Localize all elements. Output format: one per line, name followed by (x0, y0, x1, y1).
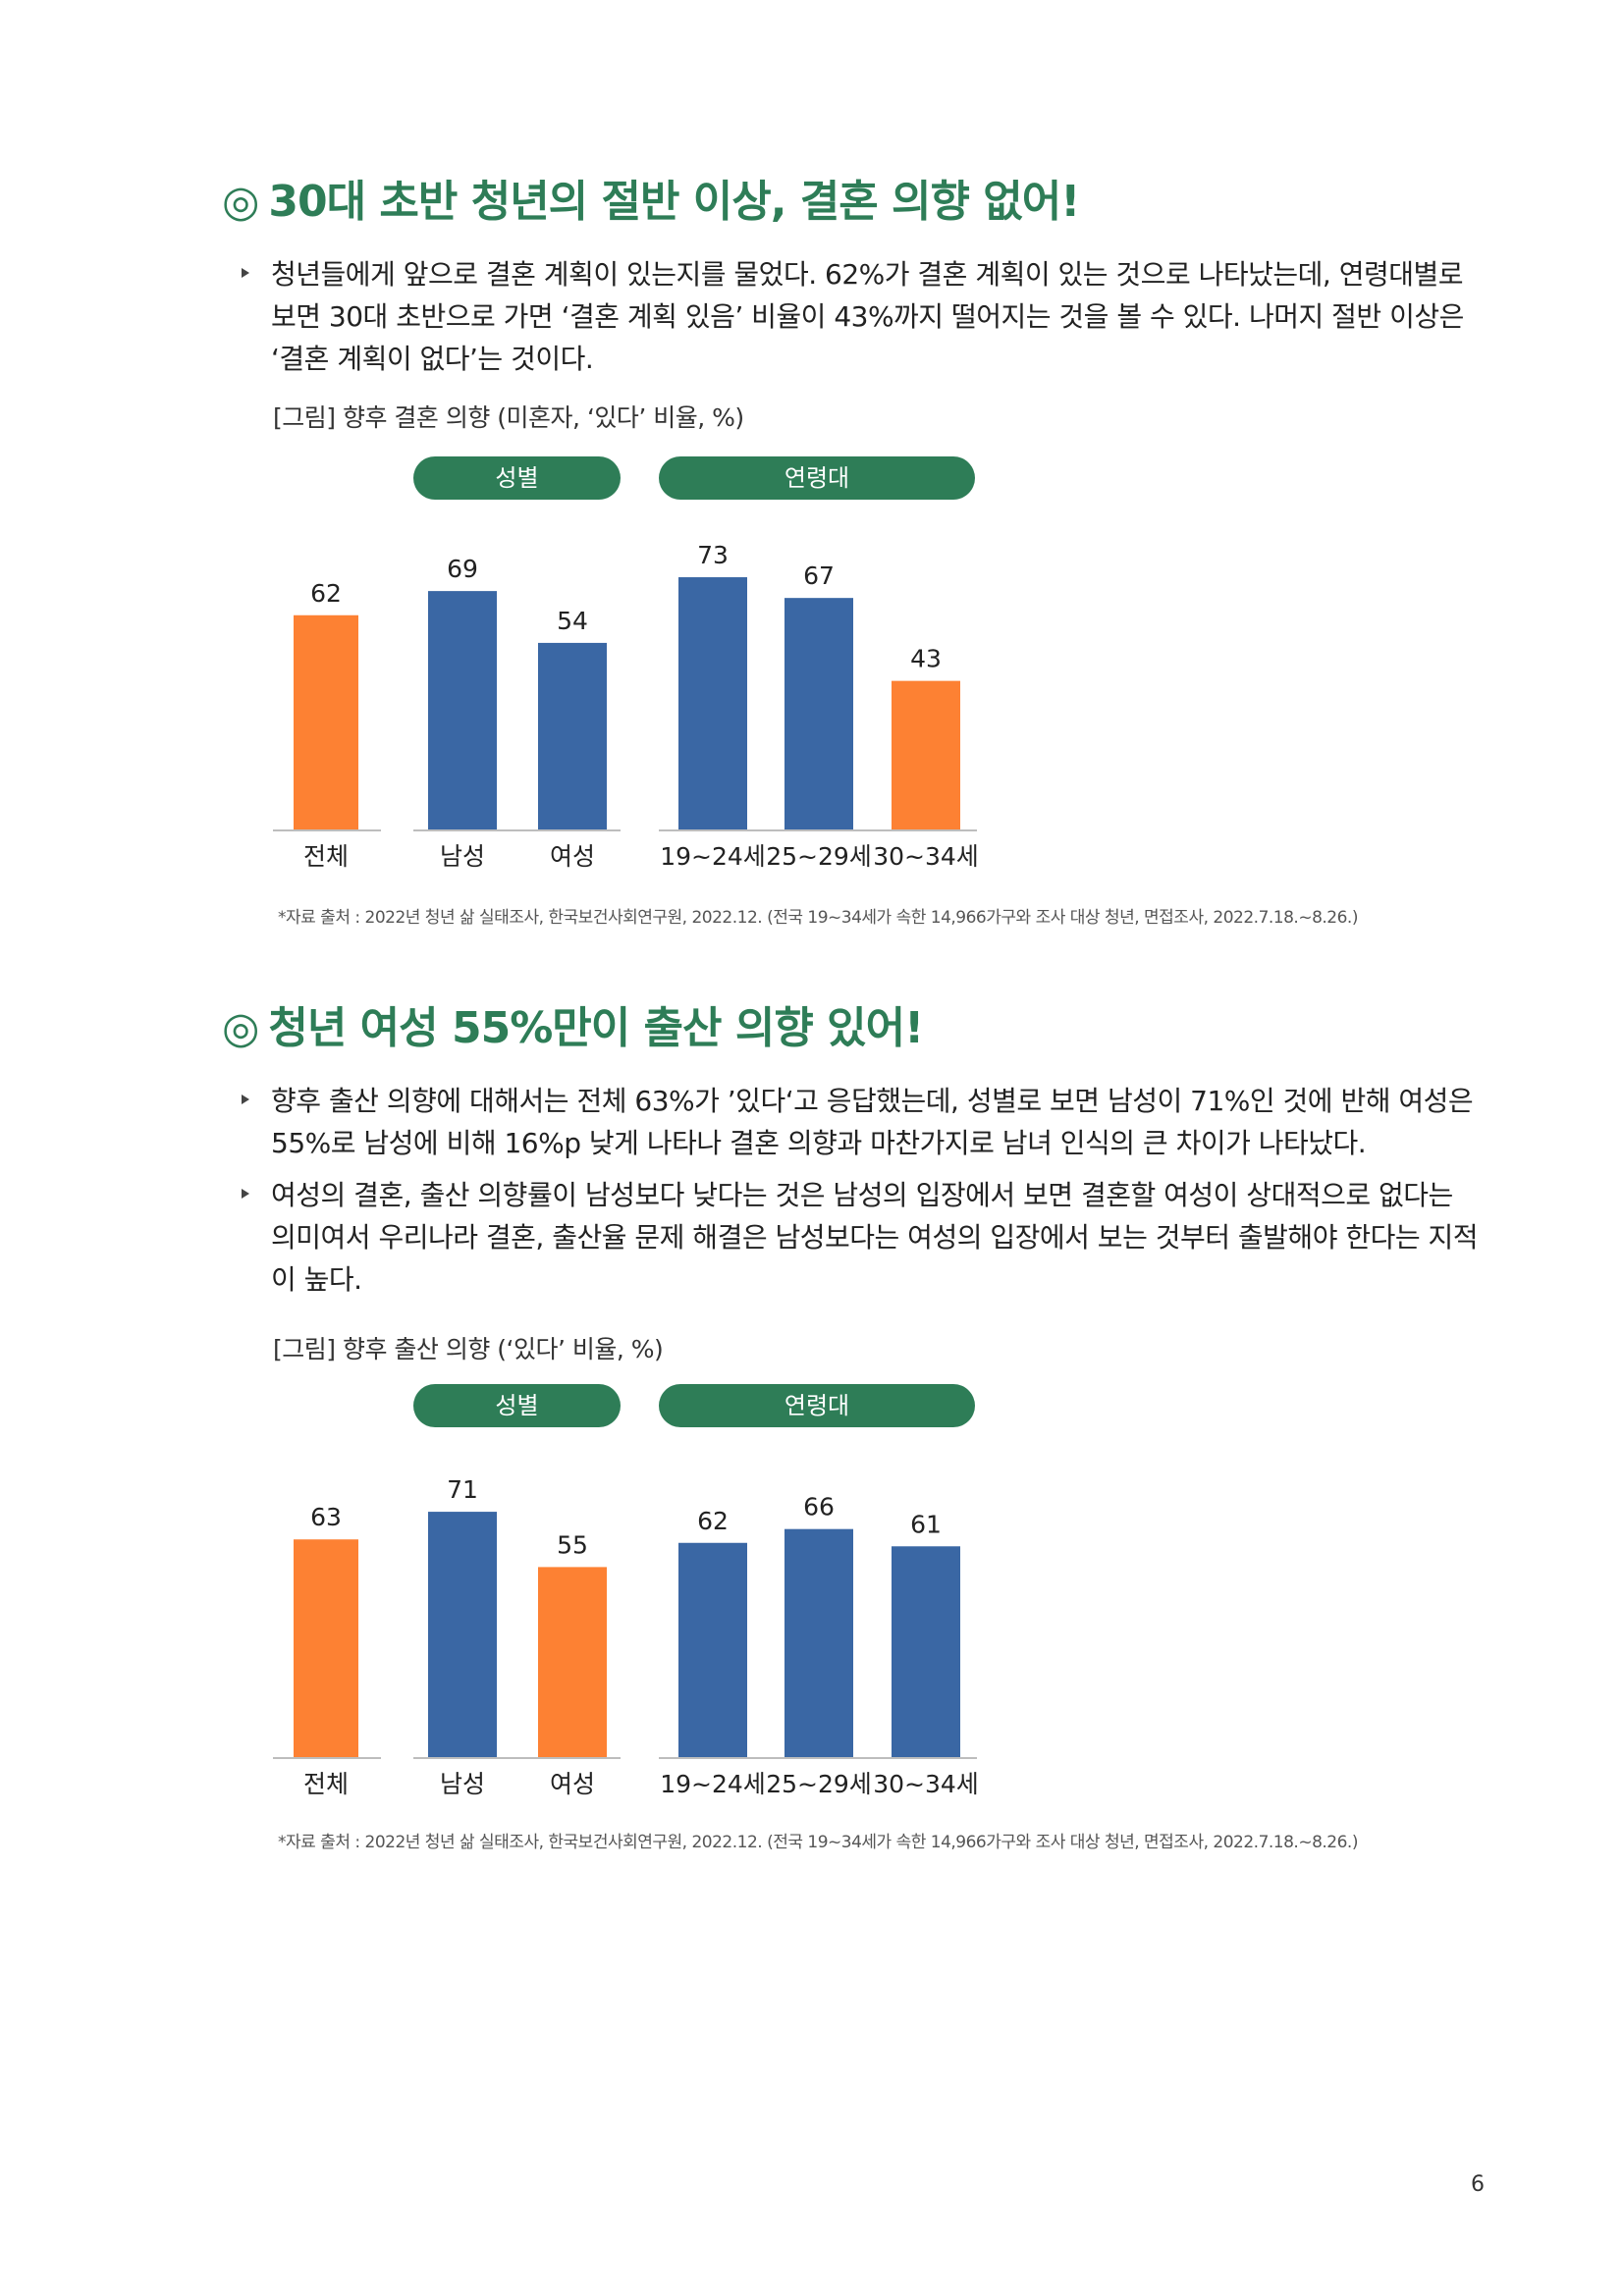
data-label: 73 (697, 541, 729, 569)
group-pill-0 (413, 1384, 621, 1427)
category-label: 전체 (303, 842, 349, 871)
bullet-item: 향후 출산 의향에 대해서는 전체 63%가 ’있다‘고 응답했는데, 성별로 … (242, 1080, 1479, 1164)
section-title: ◎ 청년 여성 55%만이 출산 의향 있어! (222, 1003, 924, 1055)
category-label: 25~29세 (766, 1770, 872, 1798)
data-label: 62 (697, 1507, 729, 1535)
bar-2 (538, 1567, 607, 1757)
data-label: 63 (310, 1503, 342, 1531)
bar-0 (294, 1539, 358, 1757)
group-pill-0 (413, 456, 621, 500)
category-label: 남성 (440, 842, 485, 871)
double-circle-icon: ◎ (222, 1003, 259, 1053)
bar-chart-childbirth-intention: 성별 연령대 63 전체 71 남성 55 여성 62 19~24세 66 25~29세 61 30~34… (273, 1384, 979, 1798)
bar-chart-marriage-intention: 성별 연령대 62 전체 69 남성 54 여성 73 19~24세 67 25~29세 43 30~34… (273, 456, 979, 871)
group-pill-1 (659, 456, 975, 500)
bullet-item: 청년들에게 앞으로 결혼 계획이 있는지를 물었다. 62%가 결혼 계획이 있… (242, 253, 1479, 380)
section-title-text: 30대 초반 청년의 절반 이상, 결혼 의향 없어! (268, 177, 1080, 227)
category-label: 30~34세 (873, 1770, 979, 1798)
data-label: 43 (910, 645, 942, 673)
bar-0 (294, 614, 358, 829)
bullet-list: 청년들에게 앞으로 결혼 계획이 있는지를 물었다. 62%가 결혼 계획이 있… (242, 253, 1479, 380)
bar-1 (428, 591, 497, 829)
bullet-text: 청년들에게 앞으로 결혼 계획이 있는지를 물었다. 62%가 결혼 계획이 있… (271, 258, 1464, 375)
group-pill-1 (659, 1384, 975, 1427)
data-label: 67 (803, 561, 835, 590)
category-label: 여성 (550, 842, 595, 871)
source-note: *자료 출처 : 2022년 청년 삶 실태조사, 한국보건사회연구원, 202… (278, 1833, 1358, 1852)
group-pill-label: 성별 (495, 1392, 538, 1419)
category-label: 19~24세 (660, 842, 766, 871)
bar-5 (892, 680, 960, 829)
section-title: ◎ 30대 초반 청년의 절반 이상, 결혼 의향 없어! (222, 177, 1080, 229)
bar-2 (538, 642, 607, 829)
page-number: 6 (1471, 2172, 1485, 2197)
bullet-triangle-icon (242, 1189, 249, 1199)
category-label: 여성 (550, 1770, 595, 1798)
bullet-text: 향후 출산 의향에 대해서는 전체 63%가 ’있다‘고 응답했는데, 성별로 … (271, 1085, 1474, 1159)
data-label: 69 (447, 555, 478, 583)
section-title-text: 청년 여성 55%만이 출산 의향 있어! (268, 1003, 924, 1053)
category-label: 전체 (303, 1770, 349, 1798)
bar-3 (678, 577, 747, 829)
group-pill-label: 연령대 (784, 1392, 849, 1419)
data-label: 55 (557, 1530, 588, 1559)
bullet-triangle-icon (242, 268, 249, 278)
category-label: 25~29세 (766, 842, 872, 871)
bullet-list: 향후 출산 의향에 대해서는 전체 63%가 ’있다‘고 응답했는데, 성별로 … (242, 1080, 1479, 1301)
group-pill-label: 성별 (495, 464, 538, 492)
bullet-triangle-icon (242, 1095, 249, 1104)
bar-5 (892, 1546, 960, 1757)
data-label: 62 (310, 579, 342, 608)
category-label: 남성 (440, 1770, 485, 1798)
data-label: 61 (910, 1510, 942, 1538)
data-label: 71 (447, 1475, 478, 1504)
bar-4 (784, 598, 853, 829)
group-pill-label: 연령대 (784, 464, 849, 492)
bar-3 (678, 1542, 747, 1757)
source-note: *자료 출처 : 2022년 청년 삶 실태조사, 한국보건사회연구원, 202… (278, 908, 1358, 928)
bullet-item: 여성의 결혼, 출산 의향률이 남성보다 낮다는 것은 남성의 입장에서 보면 … (242, 1174, 1479, 1301)
double-circle-icon: ◎ (222, 177, 259, 227)
figure-caption: [그림] 향후 결혼 의향 (미혼자, ‘있다’ 비율, %) (273, 403, 744, 432)
data-label: 54 (557, 607, 588, 635)
bar-4 (784, 1528, 853, 1757)
category-label: 19~24세 (660, 1770, 766, 1798)
category-label: 30~34세 (873, 842, 979, 871)
bar-1 (428, 1512, 497, 1757)
bullet-text: 여성의 결혼, 출산 의향률이 남성보다 낮다는 것은 남성의 입장에서 보면 … (271, 1179, 1479, 1296)
figure-caption: [그림] 향후 출산 의향 (‘있다’ 비율, %) (273, 1335, 664, 1363)
data-label: 66 (803, 1493, 835, 1522)
